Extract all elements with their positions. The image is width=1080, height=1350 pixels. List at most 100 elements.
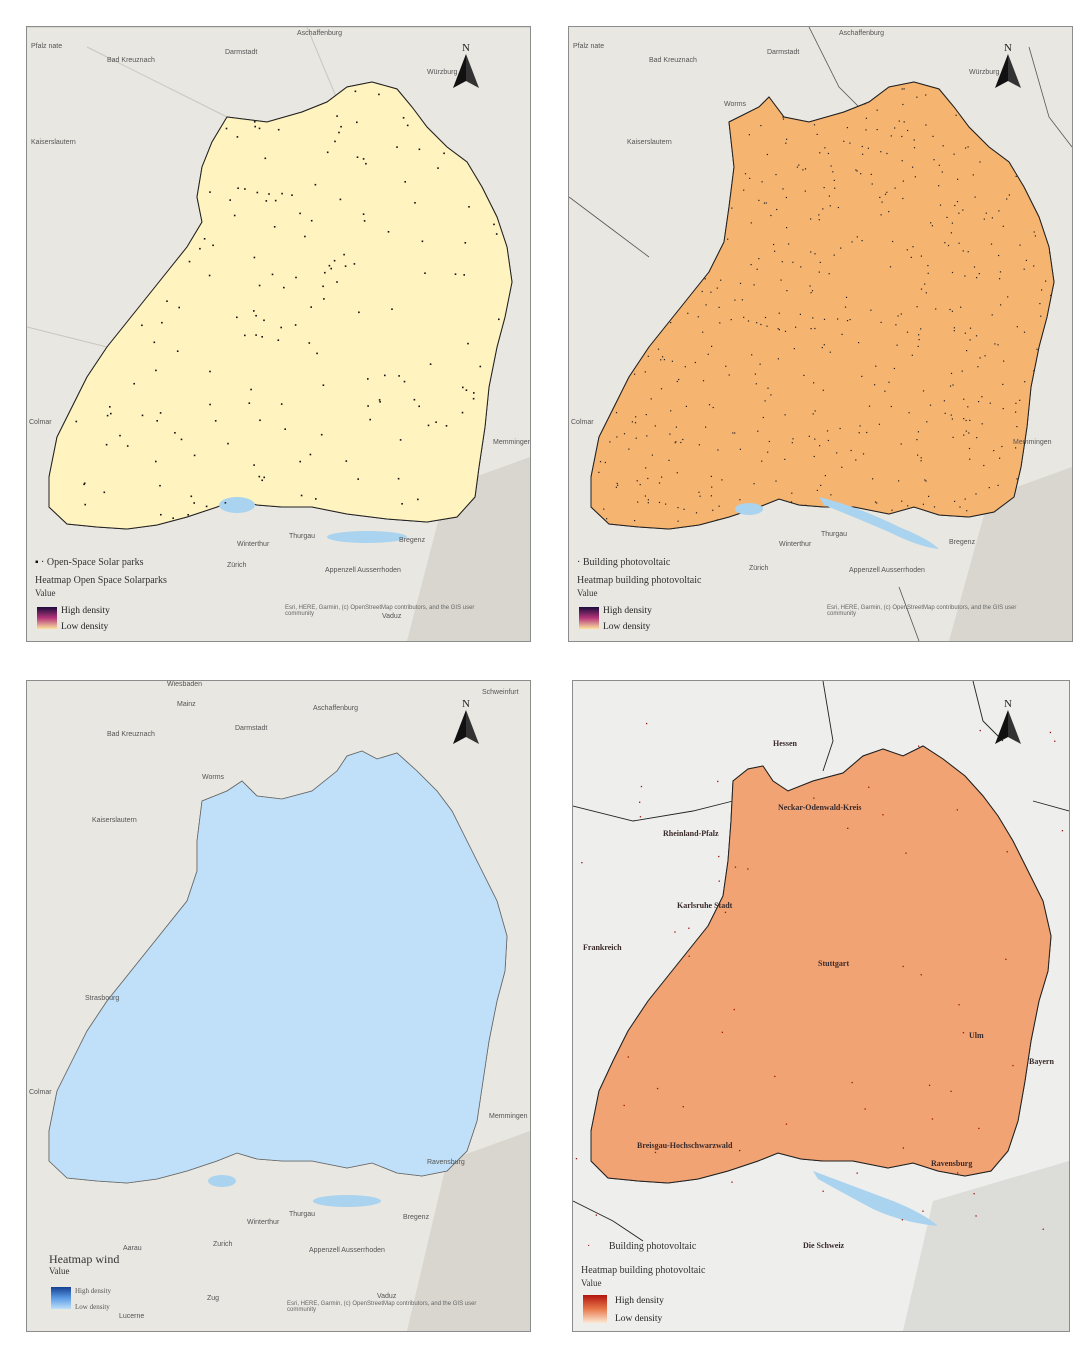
map-point-marker bbox=[844, 306, 847, 308]
place-label: Würzburg bbox=[427, 69, 458, 76]
map-point-marker bbox=[775, 174, 777, 176]
map-point-marker bbox=[777, 358, 779, 360]
map-point-marker bbox=[712, 406, 714, 409]
map-point-marker bbox=[846, 320, 849, 322]
map-point-marker bbox=[685, 405, 687, 407]
map-point-marker bbox=[271, 273, 274, 276]
map-point-marker bbox=[356, 121, 358, 124]
map-point-marker bbox=[660, 388, 663, 390]
map-point-marker bbox=[837, 206, 839, 209]
map-point-marker bbox=[858, 342, 860, 344]
place-label: Schweinfurt bbox=[482, 689, 519, 696]
map-point-marker bbox=[858, 432, 860, 434]
map-point-marker bbox=[790, 501, 793, 503]
map-point-marker bbox=[606, 518, 608, 520]
map-point-marker bbox=[973, 266, 976, 268]
region-label: Ravensburg bbox=[931, 1159, 973, 1168]
map-point-marker bbox=[308, 342, 311, 344]
map-point-marker bbox=[635, 437, 637, 439]
map-point-marker bbox=[953, 330, 955, 332]
map-point-marker bbox=[912, 166, 914, 168]
map-point-marker bbox=[417, 498, 419, 501]
map-point-marker bbox=[418, 148, 421, 151]
north-label: N bbox=[1004, 42, 1012, 54]
map-point-marker bbox=[657, 348, 660, 350]
map-point-marker bbox=[1002, 225, 1004, 227]
place-label: Kaiserslautern bbox=[92, 817, 137, 824]
map-point-marker bbox=[784, 330, 787, 332]
map-point-marker bbox=[875, 365, 877, 367]
map-point-marker bbox=[599, 461, 602, 463]
map-point-marker bbox=[634, 373, 636, 375]
map-point-marker bbox=[716, 519, 718, 521]
map-point-marker bbox=[814, 410, 816, 412]
place-label: Darmstadt bbox=[225, 49, 258, 56]
legend-title: Heatmap Open Space Solarparks bbox=[35, 575, 167, 586]
legend: Heatmap Open Space Solarparks Value High… bbox=[35, 575, 255, 639]
map-point-marker bbox=[819, 261, 821, 263]
map-point-marker bbox=[748, 134, 750, 136]
map-point-marker bbox=[964, 275, 966, 277]
map-point-marker bbox=[898, 120, 900, 122]
map-point-marker bbox=[344, 265, 347, 267]
map-point-marker bbox=[880, 321, 882, 323]
map-point-marker bbox=[761, 460, 763, 462]
map-point-marker bbox=[1001, 445, 1003, 448]
map-point-marker bbox=[264, 157, 267, 160]
legend-low-label: Low density bbox=[75, 1303, 110, 1311]
map-point-marker bbox=[962, 1032, 965, 1034]
map-point-marker bbox=[839, 427, 841, 430]
map-point-marker bbox=[920, 288, 923, 290]
map-point-marker bbox=[896, 344, 898, 346]
map-point-marker bbox=[964, 498, 966, 500]
map-point-marker bbox=[429, 363, 432, 365]
map-point-marker bbox=[924, 283, 926, 285]
map-point-marker bbox=[903, 88, 905, 90]
map-point-marker bbox=[660, 359, 662, 361]
map-point-marker bbox=[1061, 830, 1064, 832]
map-point-marker bbox=[214, 420, 217, 422]
map-point-marker bbox=[236, 136, 239, 138]
map-point-marker bbox=[609, 441, 611, 443]
map-point-marker bbox=[766, 153, 768, 156]
map-point-marker bbox=[861, 145, 863, 148]
map-point-marker bbox=[773, 243, 775, 246]
map-point-marker bbox=[299, 212, 301, 215]
map-point-marker bbox=[280, 326, 282, 329]
place-label: Aschaffenburg bbox=[297, 30, 343, 37]
legend-value-label: Value bbox=[35, 588, 56, 598]
map-point-marker bbox=[902, 197, 904, 200]
place-label: Zurich bbox=[213, 1241, 233, 1248]
map-point-marker bbox=[810, 218, 812, 220]
map-point-marker bbox=[832, 171, 834, 173]
map-point-marker bbox=[881, 201, 883, 203]
map-point-marker bbox=[670, 410, 672, 412]
map-point-marker bbox=[925, 480, 927, 482]
map-point-marker bbox=[916, 439, 918, 441]
map-point-marker bbox=[244, 334, 246, 337]
map-point-marker bbox=[304, 235, 306, 238]
map-point-marker bbox=[920, 328, 922, 330]
map-point-marker bbox=[862, 153, 864, 155]
map-point-marker bbox=[813, 455, 815, 458]
map-point-marker bbox=[750, 264, 752, 266]
map-point-marker bbox=[1024, 381, 1026, 383]
map-point-marker bbox=[998, 210, 1000, 212]
map-point-marker bbox=[884, 193, 887, 195]
map-point-marker bbox=[575, 1158, 578, 1160]
map-point-marker bbox=[406, 124, 409, 127]
map-point-marker bbox=[702, 380, 705, 382]
map-point-marker bbox=[710, 495, 712, 497]
map-point-marker bbox=[397, 477, 400, 480]
map-point-marker bbox=[253, 121, 256, 123]
map-point-marker bbox=[949, 308, 951, 311]
map-point-marker bbox=[334, 140, 336, 143]
map-point-marker bbox=[927, 265, 929, 267]
place-label: Bad Kreuznach bbox=[107, 57, 155, 64]
map-point-marker bbox=[126, 445, 129, 447]
map-point-marker bbox=[753, 284, 755, 286]
map-point-marker bbox=[820, 484, 822, 486]
map-point-marker bbox=[818, 219, 820, 221]
map-point-marker bbox=[639, 484, 641, 486]
map-point-marker bbox=[109, 406, 111, 408]
